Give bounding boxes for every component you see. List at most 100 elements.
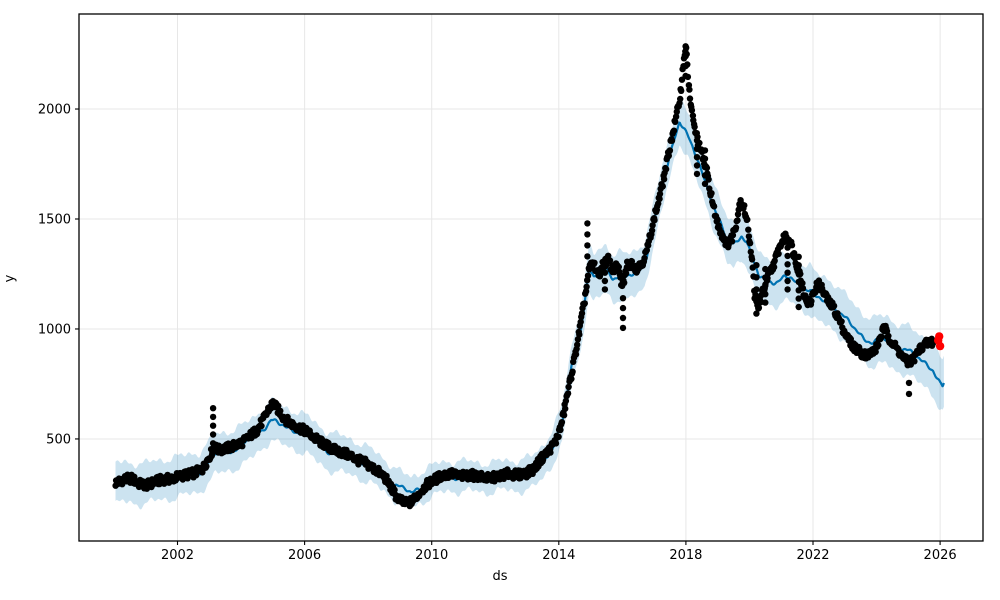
observed-outlier-point bbox=[682, 43, 689, 50]
observed-point bbox=[591, 259, 598, 266]
observed-outlier-point bbox=[795, 270, 802, 277]
observed-outlier-point bbox=[795, 262, 802, 269]
observed-point bbox=[564, 390, 572, 397]
observed-outlier-point bbox=[584, 231, 591, 238]
observed-points bbox=[112, 43, 937, 510]
observed-outlier-point bbox=[619, 304, 627, 312]
observed-outlier-point bbox=[784, 277, 791, 285]
observed-outlier-point bbox=[784, 244, 791, 251]
y-tick-label: 2000 bbox=[38, 103, 71, 118]
observed-point bbox=[875, 341, 882, 349]
observed-point bbox=[648, 227, 656, 234]
observed-outlier-point bbox=[753, 298, 760, 305]
observed-outlier-point bbox=[795, 295, 802, 302]
observed-point bbox=[885, 332, 892, 340]
observed-point bbox=[710, 203, 718, 210]
observed-outlier-point bbox=[753, 274, 760, 281]
observed-point bbox=[686, 95, 694, 102]
observed-point bbox=[770, 263, 778, 271]
observed-outlier-point bbox=[905, 379, 913, 387]
observed-point bbox=[771, 257, 778, 264]
highlight-point bbox=[935, 341, 945, 351]
x-tick-label: 2018 bbox=[669, 548, 702, 563]
observed-point bbox=[576, 331, 583, 338]
observed-point bbox=[729, 232, 737, 239]
observed-point bbox=[656, 195, 663, 203]
observed-point bbox=[686, 86, 693, 93]
observed-outlier-point bbox=[784, 261, 791, 268]
y-tick-label: 500 bbox=[46, 432, 71, 447]
observed-point bbox=[577, 318, 584, 326]
observed-outlier-point bbox=[784, 252, 791, 260]
observed-point bbox=[741, 202, 748, 209]
observed-outlier-point bbox=[762, 291, 769, 298]
observed-point bbox=[745, 233, 753, 240]
observed-outlier-point bbox=[209, 413, 217, 421]
observed-point bbox=[606, 257, 614, 264]
observed-outlier-point bbox=[753, 262, 760, 269]
observed-point bbox=[748, 256, 756, 263]
observed-point bbox=[670, 127, 678, 134]
observed-outlier-point bbox=[795, 287, 802, 294]
observed-point bbox=[745, 226, 752, 233]
observed-point bbox=[668, 137, 676, 144]
observed-point bbox=[584, 272, 592, 279]
observed-point bbox=[691, 123, 698, 131]
observed-point bbox=[672, 113, 680, 120]
observed-point bbox=[643, 247, 650, 254]
observed-point bbox=[621, 279, 628, 286]
observed-point bbox=[830, 302, 838, 310]
observed-outlier-point bbox=[682, 62, 689, 70]
observed-outlier-point bbox=[209, 440, 217, 447]
observed-point bbox=[649, 222, 656, 229]
observed-point bbox=[732, 224, 740, 231]
observed-point bbox=[791, 250, 798, 257]
observed-point bbox=[558, 419, 566, 426]
observed-point bbox=[557, 426, 564, 434]
observed-point bbox=[656, 190, 664, 198]
observed-point bbox=[744, 216, 751, 223]
observed-point bbox=[562, 405, 569, 412]
observed-point bbox=[666, 147, 674, 154]
observed-point bbox=[734, 217, 741, 224]
observed-outlier-point bbox=[762, 265, 769, 273]
observed-point bbox=[747, 248, 754, 256]
observed-outlier-point bbox=[762, 282, 769, 290]
observed-point bbox=[714, 216, 721, 223]
observed-point bbox=[622, 270, 630, 277]
x-tick-label: 2014 bbox=[542, 548, 575, 563]
observed-point bbox=[578, 310, 586, 317]
observed-point bbox=[878, 333, 885, 341]
observed-point bbox=[659, 183, 666, 190]
observed-point bbox=[568, 375, 575, 383]
observed-outlier-point bbox=[784, 269, 791, 276]
highlight-points bbox=[934, 332, 945, 351]
observed-outlier-point bbox=[784, 236, 791, 243]
observed-outlier-point bbox=[762, 299, 769, 306]
observed-point bbox=[689, 112, 697, 119]
observed-point bbox=[574, 341, 581, 348]
x-tick-label: 2022 bbox=[796, 548, 829, 563]
observed-outlier-point bbox=[584, 220, 591, 227]
observed-point bbox=[883, 327, 891, 335]
observed-point bbox=[370, 462, 377, 469]
observed-point bbox=[911, 358, 918, 365]
observed-point bbox=[552, 440, 560, 447]
observed-outlier-point bbox=[795, 278, 802, 286]
observed-point bbox=[628, 258, 636, 265]
observed-outlier-point bbox=[209, 405, 217, 412]
x-tick-label: 2002 bbox=[161, 548, 194, 563]
observed-point bbox=[746, 240, 754, 247]
y-tick-label: 1500 bbox=[38, 212, 71, 227]
highlight-point bbox=[935, 332, 944, 341]
y-tick-label: 1000 bbox=[38, 322, 71, 337]
y-axis-label: y bbox=[2, 274, 18, 283]
observed-outlier-point bbox=[701, 163, 709, 171]
observed-outlier-point bbox=[619, 324, 627, 332]
observed-outlier-point bbox=[601, 269, 609, 276]
observed-outlier-point bbox=[209, 422, 217, 429]
observed-outlier-point bbox=[584, 253, 591, 260]
observed-point bbox=[728, 238, 736, 245]
observed-outlier-point bbox=[693, 170, 701, 178]
